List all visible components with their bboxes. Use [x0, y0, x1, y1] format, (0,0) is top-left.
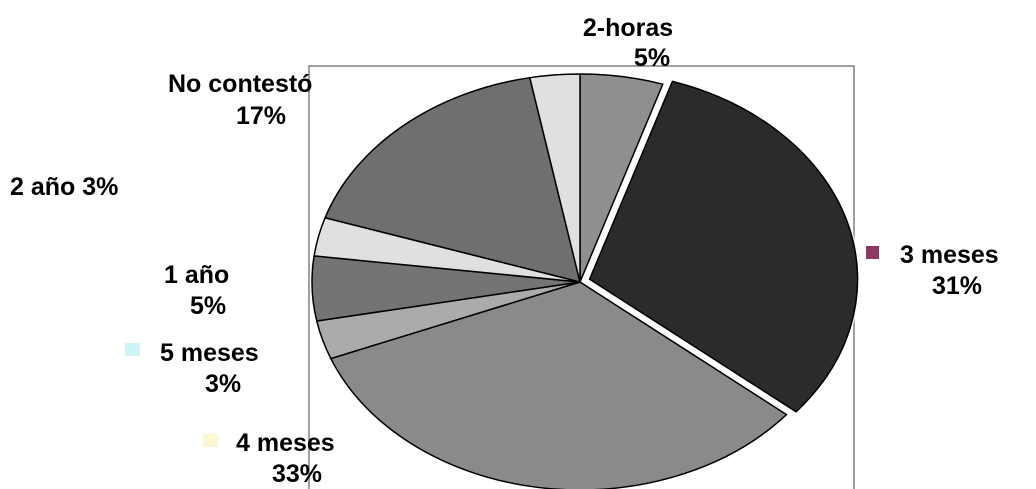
- pie-slice-unlabeled: [528, 73, 581, 283]
- pie-slices: [311, 73, 860, 489]
- pie-slice-no-contest: [324, 76, 582, 284]
- slice-label-2-ano: 2 año 3%: [10, 173, 118, 201]
- slice-value-3-meses: 31%: [932, 272, 982, 300]
- pie-slice-4-meses: [329, 281, 788, 489]
- slice-label-no-contesto: No contestó: [168, 70, 312, 98]
- legend-marker-4-meses: [203, 434, 218, 447]
- slice-value-5-meses: 3%: [205, 370, 241, 398]
- slice-value-1-ano: 5%: [190, 292, 226, 320]
- slice-label-4-meses: 4 meses: [236, 429, 335, 457]
- slice-label-3-meses: 3 meses: [900, 241, 999, 269]
- slice-value-no-contesto: 17%: [236, 102, 286, 130]
- pie-slice-3-meses: [588, 80, 859, 413]
- slice-value-2-ano: 3%: [82, 173, 118, 201]
- slice-value-4-meses: 33%: [272, 460, 322, 488]
- slice-label-5-meses: 5 meses: [160, 339, 259, 367]
- legend-marker-3-meses: [866, 246, 879, 259]
- slice-label-2-ano-name: 2 año: [10, 173, 75, 201]
- slice-label-1-ano: 1 año: [164, 261, 229, 289]
- slice-label-2-horas: 2-horas: [583, 14, 673, 42]
- legend-marker-5-meses: [125, 343, 140, 356]
- slice-value-2-horas: 5%: [634, 44, 670, 72]
